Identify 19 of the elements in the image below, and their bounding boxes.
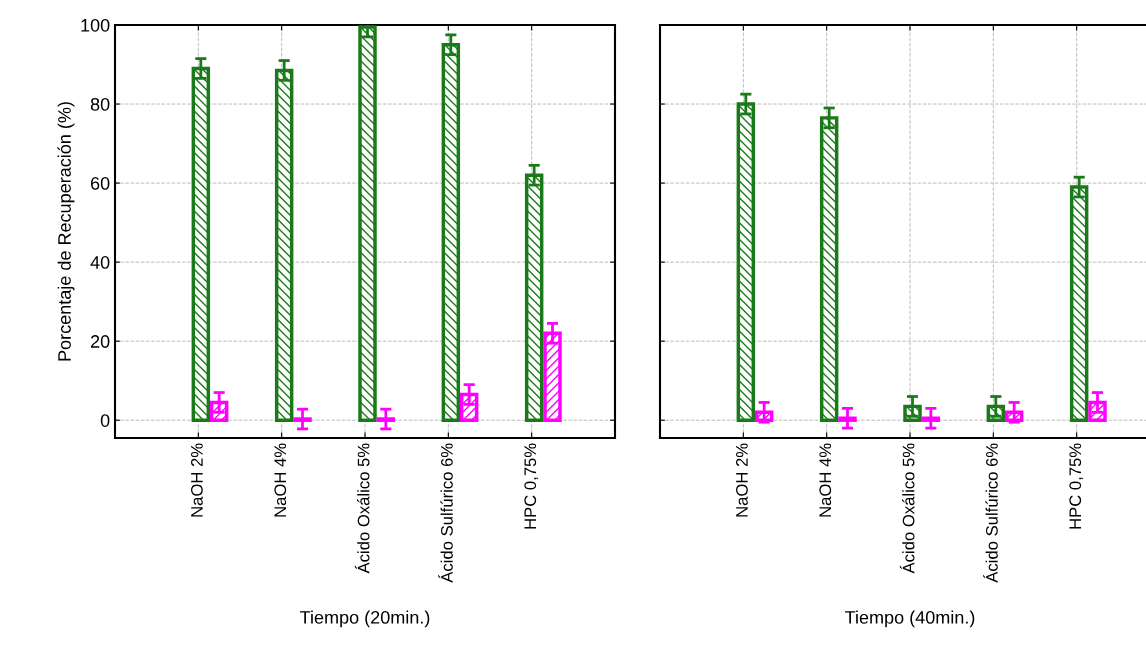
x-tick-label: Ácido Sulfúrico 6% <box>438 443 453 583</box>
x-tick-label: NaOH 2% <box>736 443 748 517</box>
y-tick-label: 80 <box>90 97 110 111</box>
x-tick-label: Ácido Oxálico 5% <box>899 443 915 574</box>
y-tick-label: 40 <box>90 256 110 269</box>
y-tick-label: 100 <box>81 18 110 32</box>
x-tick-label: HPC 0,75% <box>524 443 539 529</box>
y-axis-title: Porcentaje de Recuperación (%) <box>57 102 75 361</box>
x-tick-label: NaOH 4% <box>274 443 287 517</box>
x-tick-label: NaOH 2% <box>191 443 203 517</box>
y-tick-label: 0 <box>100 414 110 427</box>
x-tick-label: HPC 0,75% <box>1069 443 1084 529</box>
y-tick-label: 20 <box>90 335 110 348</box>
x-tick-label: Ácido Sulfúrico 6% <box>983 443 998 583</box>
x-axis-title: Tiempo (20min.) <box>300 610 430 628</box>
x-tick-label: Ácido Oxálico 5% <box>354 443 370 574</box>
x-axis-title: Tiempo (40min.) <box>845 610 975 628</box>
x-tick-label: NaOH 4% <box>819 443 832 517</box>
y-tick-label: 60 <box>90 177 110 190</box>
